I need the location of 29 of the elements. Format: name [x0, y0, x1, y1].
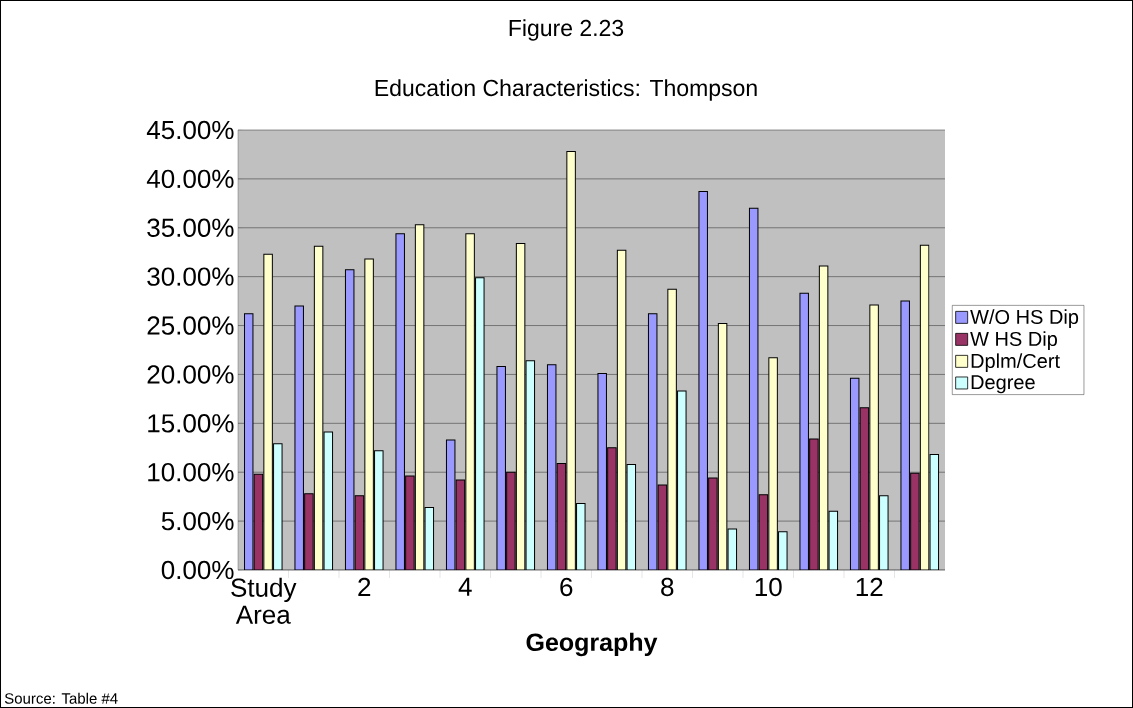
- legend-label: W/O HS Dip: [970, 309, 1079, 329]
- bar: [708, 477, 718, 570]
- legend-label: Degree: [971, 375, 1035, 394]
- bar: [809, 438, 819, 570]
- y-tick-label: 40.00%: [146, 169, 234, 189]
- legend-label: Dplm/Cert: [971, 353, 1060, 372]
- bar: [405, 475, 415, 570]
- chart-title: Figure 2.23: [509, 19, 624, 41]
- x-tick-label: 10: [755, 577, 782, 597]
- source-note: Source: Table #4: [4, 692, 118, 704]
- bar: [607, 447, 617, 570]
- y-tick-label: 35.00%: [147, 218, 234, 237]
- bar: [304, 493, 314, 570]
- x-tick-label: 4: [458, 577, 472, 596]
- x-axis-title: Geography: [526, 632, 658, 657]
- x-tick-label: 2: [358, 577, 371, 596]
- y-tick-label: 45.00%: [146, 120, 234, 140]
- y-tick-label: 10.00%: [148, 463, 234, 482]
- y-tick-label: 5.00%: [161, 511, 234, 531]
- chart-subtitle: Education Characteristics: Thompson: [375, 79, 757, 101]
- y-tick-label: 30.00%: [147, 267, 234, 286]
- y-tick-label: 15.00%: [148, 414, 234, 433]
- bar: [506, 471, 516, 570]
- x-tick-label: 8: [661, 577, 674, 597]
- x-tick-label: 6: [560, 577, 573, 597]
- legend-label: W HS Dip: [970, 331, 1057, 351]
- y-tick-label: 25.00%: [147, 316, 234, 335]
- y-tick-label: 20.00%: [147, 365, 234, 384]
- x-tick-label: 12: [856, 577, 883, 596]
